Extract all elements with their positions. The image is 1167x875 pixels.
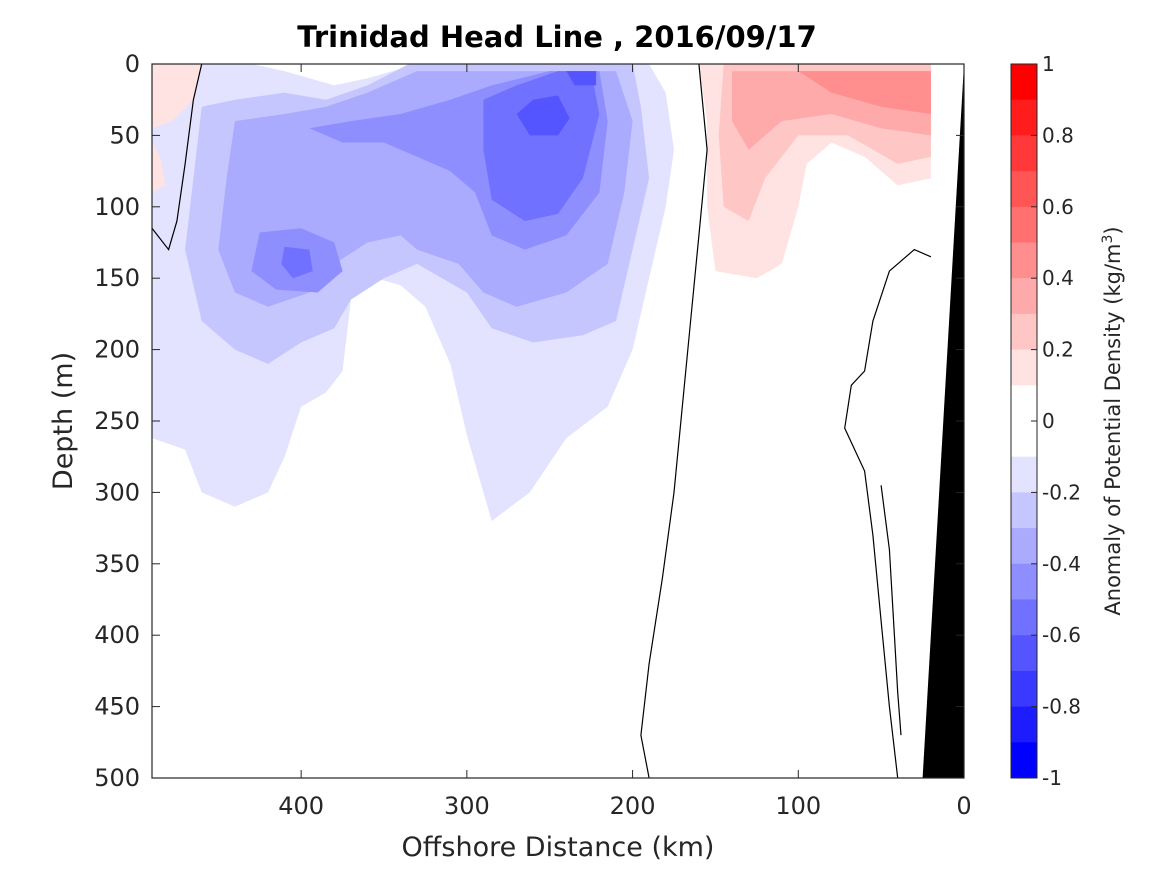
colorbar-tick-label: -1 [1042, 766, 1062, 790]
y-tick-label: 150 [94, 264, 140, 292]
colorbar-cell [1011, 206, 1037, 243]
y-axis-label: Depth (m) [48, 352, 79, 490]
plot-area: 400 300 200 100 0 0 50 100 150 200 250 300 350 400 45… [94, 50, 971, 820]
colorbar-tick-label: -0.6 [1042, 623, 1081, 647]
positive-anomaly-region [152, 64, 202, 129]
y-tick-label: 450 [94, 693, 140, 721]
y-tick-label: 250 [94, 407, 140, 435]
colorbar-tick-label: 0.2 [1042, 338, 1074, 362]
negative-anomaly-region [566, 71, 597, 86]
y-tick-label: 0 [125, 50, 140, 78]
positive-anomaly-region [798, 71, 931, 114]
chart-title: Trinidad Head Line , 2016/09/17 [297, 20, 817, 54]
colorbar-cell [1011, 242, 1037, 279]
y-tick-label: 100 [94, 193, 140, 221]
colorbar-label-main: Anomaly of Potential Density (kg/m [1101, 244, 1125, 616]
x-axis-label: Offshore Distance (km) [402, 832, 715, 863]
zero-contour-line [880, 485, 902, 736]
colorbar-cell [1011, 563, 1037, 600]
colorbar-cell [1011, 670, 1037, 708]
colorbar-tick-label: -0.4 [1042, 552, 1081, 576]
colorbar-cell [1011, 64, 1037, 101]
colorbar-label-superscript: 3 [1100, 235, 1116, 244]
positive-anomaly-region [152, 142, 166, 193]
colorbar-label: Anomaly of Potential Density (kg/m3) [1100, 226, 1125, 615]
colorbar-tick-label: 0.4 [1042, 266, 1074, 290]
colorbar-cell [1011, 349, 1037, 386]
colorbar-cell [1011, 171, 1037, 208]
colorbar-cell [1011, 528, 1037, 565]
x-axis-ticks: 400 300 200 100 0 [278, 64, 972, 820]
zero-contour-line [844, 248, 932, 779]
colorbar-cell [1011, 278, 1037, 315]
x-tick-label: 400 [278, 792, 324, 820]
zero-contour-line [640, 63, 708, 779]
negative-anomaly-region [483, 71, 600, 222]
y-tick-label: 350 [94, 550, 140, 578]
colorbar-tick-label: 0.6 [1042, 195, 1074, 219]
x-tick-label: 300 [444, 792, 490, 820]
colorbar-cell [1011, 385, 1037, 422]
colorbar-tick-label: 0 [1042, 409, 1055, 433]
colorbar-cell [1011, 599, 1037, 636]
colorbar-cell [1011, 135, 1037, 172]
colorbar-ticks: 1 0.8 0.6 0.4 0.2 0 -0.2 -0.4 -0.6 -0.8 -1 [1031, 52, 1081, 790]
colorbar-cell [1011, 99, 1037, 136]
x-tick-label: 0 [956, 792, 971, 820]
y-tick-label: 200 [94, 336, 140, 364]
colorbar-cell [1011, 742, 1037, 779]
colorbar-cell [1011, 313, 1037, 351]
x-tick-label: 200 [610, 792, 656, 820]
y-tick-label: 500 [94, 764, 140, 792]
colorbar-cell [1011, 492, 1037, 529]
colorbar-cell [1011, 635, 1037, 672]
colorbar-cells [1011, 64, 1037, 779]
colorbar-tick-label: -0.8 [1042, 695, 1081, 719]
negative-anomaly-region [516, 95, 570, 136]
x-tick-label: 100 [775, 792, 821, 820]
colorbar-label-close: ) [1101, 226, 1125, 234]
seafloor [922, 64, 964, 778]
y-axis-ticks: 0 50 100 150 200 250 300 350 400 450 500 [94, 50, 964, 792]
contour-line-layer [151, 63, 932, 779]
y-tick-label: 50 [109, 121, 140, 149]
y-tick-label: 300 [94, 478, 140, 506]
colorbar-tick-label: 1 [1042, 52, 1055, 76]
colorbar-cell [1011, 706, 1037, 743]
bathymetry-layer [922, 64, 964, 778]
colorbar-cell [1011, 456, 1037, 493]
contour-fill-layer [152, 64, 931, 521]
colorbar: 1 0.8 0.6 0.4 0.2 0 -0.2 -0.4 -0.6 -0.8 -1 Anomaly… [1010, 52, 1125, 790]
negative-anomaly-region [281, 246, 313, 279]
y-tick-label: 400 [94, 621, 140, 649]
zero-contour-line [151, 63, 203, 251]
colorbar-cell [1011, 421, 1037, 458]
colorbar-tick-label: -0.2 [1042, 480, 1081, 504]
colorbar-tick-label: 0.8 [1042, 123, 1074, 147]
